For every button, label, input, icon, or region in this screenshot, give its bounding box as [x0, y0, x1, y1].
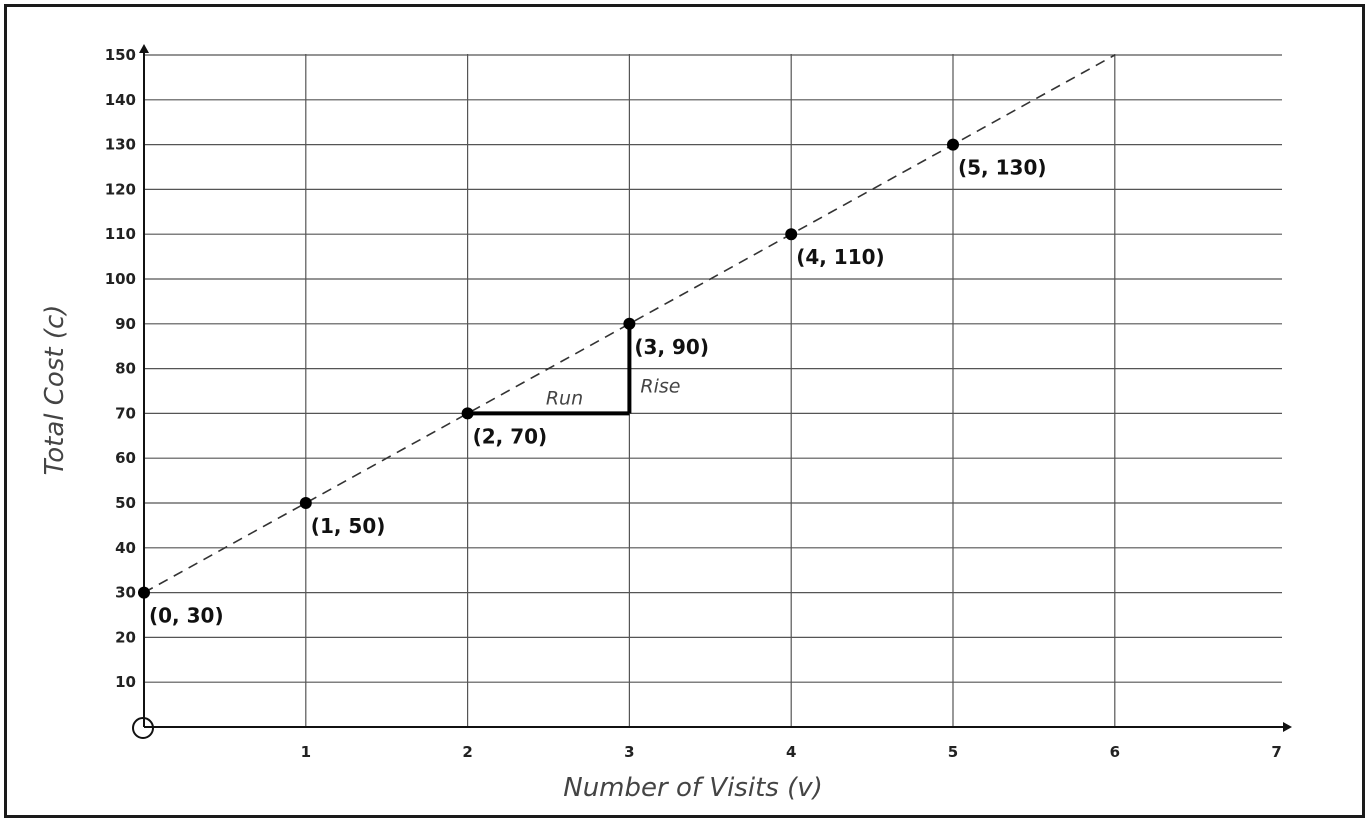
y-tick-label: 90 [115, 315, 136, 333]
chart-frame: 10 20 30 40 50 60 70 80 90 100 110 120 130 140 150 1 2 3 4… [4, 4, 1365, 818]
x-tick-label: 3 [624, 743, 634, 761]
x-tick-label: 5 [948, 743, 958, 761]
y-tick-label: 80 [115, 360, 136, 378]
point-label: (5, 130) [958, 156, 1047, 180]
y-tick-label: 30 [115, 584, 136, 602]
y-tick-label: 110 [105, 225, 136, 243]
axes [132, 44, 1292, 739]
point-label: (1, 50) [311, 514, 386, 538]
y-tick-label: 130 [105, 136, 136, 154]
x-tick-label: 4 [786, 743, 796, 761]
chart-svg: 10 20 30 40 50 60 70 80 90 100 110 120 130 140 150 1 2 3 4… [40, 44, 1292, 803]
x-tick-label: 2 [462, 743, 472, 761]
point-label: (2, 70) [473, 424, 548, 448]
data-point [299, 497, 312, 509]
y-axis-arrow [139, 44, 149, 53]
rise-run-layer: Run Rise [467, 323, 680, 416]
y-tick-label: 10 [115, 673, 136, 691]
y-tick-label: 20 [115, 628, 136, 646]
x-tick-label: 6 [1110, 743, 1120, 761]
y-tick-label: 40 [115, 539, 136, 557]
y-tick-label: 50 [115, 494, 136, 512]
data-point [461, 407, 474, 420]
x-tick-label: 7 [1271, 743, 1281, 761]
data-point [785, 228, 798, 241]
y-tick-label: 60 [115, 449, 136, 467]
points-layer: (0, 30) (1, 50) (2, 70) (3, 90) (4, 110) (5, … [138, 138, 1047, 628]
y-tick-label: 140 [105, 91, 136, 109]
x-axis-title: Number of Visits (v) [563, 773, 823, 803]
point-label: (4, 110) [796, 245, 885, 269]
grid [144, 54, 1282, 727]
point-label: (3, 90) [634, 335, 709, 359]
run-label: Run [546, 387, 583, 409]
y-axis-title: Total Cost (c) [40, 305, 70, 476]
y-tick-label: 100 [105, 270, 136, 288]
y-tick-label: 70 [115, 404, 136, 422]
data-point [947, 138, 959, 151]
x-tick-label: 1 [301, 743, 311, 761]
y-tick-label: 150 [105, 46, 136, 64]
data-point [623, 317, 636, 330]
data-point [138, 586, 150, 599]
origin-circle [132, 717, 154, 739]
tick-labels: 10 20 30 40 50 60 70 80 90 100 110 120 130 140 150 1 2 3 4… [105, 46, 1282, 761]
point-label: (0, 30) [149, 604, 224, 628]
x-axis-arrow [1283, 722, 1292, 732]
rise-label: Rise [640, 376, 680, 398]
y-tick-label: 120 [105, 180, 136, 198]
